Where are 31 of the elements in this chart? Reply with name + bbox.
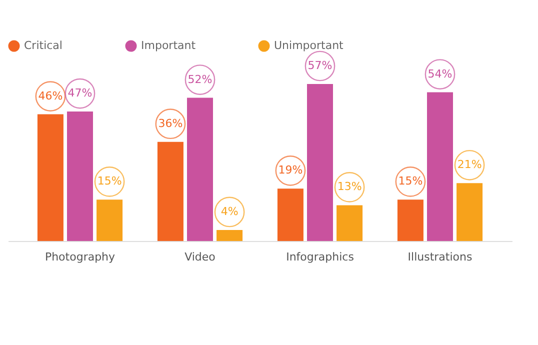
data-label: 19%	[278, 164, 303, 177]
bar	[216, 230, 243, 241]
data-label: 54%	[428, 67, 452, 80]
legend-label: Unimportant	[274, 39, 344, 52]
bar	[67, 112, 93, 241]
data-label: 21%	[457, 158, 482, 172]
x-tick-label: Video	[184, 250, 216, 264]
bar	[96, 200, 123, 241]
legend-label: Important	[141, 39, 196, 52]
data-label: 52%	[188, 72, 212, 86]
bar	[37, 114, 64, 241]
data-label: 13%	[337, 180, 362, 194]
bar	[157, 142, 184, 241]
bar	[277, 188, 304, 241]
data-label: 15%	[398, 174, 423, 188]
data-label: 57%	[308, 59, 332, 72]
data-label: 47%	[68, 86, 92, 100]
x-tick-label: Infographics	[286, 250, 354, 264]
data-label: 36%	[158, 116, 183, 130]
legend-label: Critical	[24, 39, 62, 52]
bar	[456, 183, 483, 241]
bar	[427, 92, 453, 241]
x-tick-label: Photography	[44, 250, 116, 264]
data-label: 46%	[38, 89, 63, 102]
bar	[397, 200, 424, 241]
bar	[307, 84, 333, 241]
data-label: 4%	[220, 204, 238, 218]
bar	[187, 98, 213, 241]
bar	[336, 205, 363, 241]
data-label: 15%	[97, 174, 122, 188]
x-tick-label: Illustrations	[408, 250, 472, 264]
